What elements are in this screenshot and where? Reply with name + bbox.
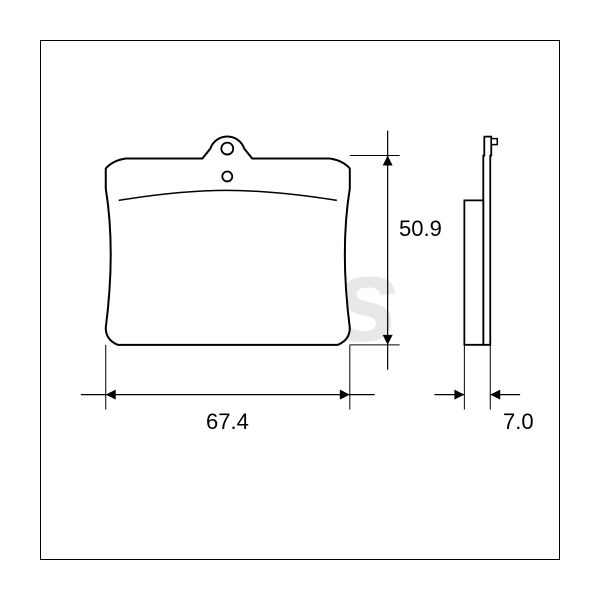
pin-hole-icon <box>222 171 232 181</box>
drawing-frame: sbs <box>40 40 560 560</box>
mounting-hole-icon <box>221 143 233 155</box>
dimension-thickness <box>434 345 520 410</box>
thickness-label: 7.0 <box>503 409 534 435</box>
dimension-height <box>350 131 400 370</box>
width-label: 67.4 <box>206 409 249 435</box>
technical-diagram <box>41 41 559 559</box>
pad-outline <box>106 137 350 345</box>
friction-block <box>464 200 483 344</box>
side-view <box>464 137 497 345</box>
pin-side-icon <box>491 139 497 145</box>
height-label: 50.9 <box>399 216 442 242</box>
dimension-width <box>81 345 375 410</box>
front-view <box>106 137 350 345</box>
backing-plate <box>483 137 491 345</box>
